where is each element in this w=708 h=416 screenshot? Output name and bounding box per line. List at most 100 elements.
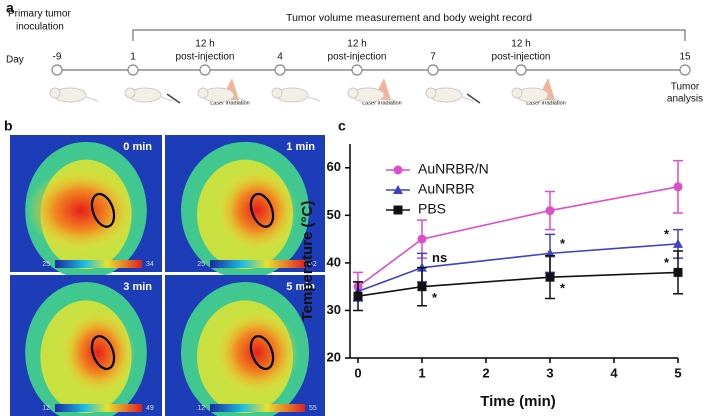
thermal-hotspot [217, 169, 297, 252]
analysis-label: analysis [667, 94, 703, 105]
marker [673, 182, 683, 192]
inoculation-label: Primary tumor [8, 9, 71, 20]
point-label: * [432, 290, 438, 305]
tumor-outline [249, 335, 275, 370]
colorbar-min: 25 [42, 261, 50, 268]
mouse-head [124, 87, 136, 99]
record-bracket [132, 29, 686, 41]
colorbar-max: 55 [309, 405, 317, 412]
colorbar-min: 12 [197, 405, 205, 412]
mouse-head [425, 87, 437, 99]
thermal-hotspot [61, 310, 135, 395]
colorbar [55, 404, 142, 412]
x-tick-label: 0 [354, 365, 361, 380]
y-axis-title: Temperature (°C) [299, 201, 316, 322]
time-label: 3 min [123, 281, 152, 293]
colorbar-max: 42 [309, 261, 317, 268]
timeline-node [427, 64, 439, 76]
point-label: * [664, 226, 670, 241]
mouse-tail [307, 96, 321, 102]
marker [353, 291, 363, 301]
tumor-outline [90, 192, 116, 228]
timeline-node [679, 64, 691, 76]
mouse-head [271, 87, 283, 99]
colorbar-max: 49 [146, 405, 154, 412]
y-tick-label: 20 [327, 349, 341, 364]
series-line [357, 243, 679, 293]
timeline-node [51, 64, 63, 76]
analysis-label: Tumor [671, 82, 700, 93]
day-value: 4 [277, 52, 283, 63]
panel-label: b [4, 118, 13, 134]
injection-label: post-injection [176, 52, 235, 63]
marker [545, 206, 555, 216]
time-label: 0 min [123, 141, 152, 153]
day-value: -9 [53, 52, 62, 63]
x-tick-label: 5 [674, 365, 681, 380]
laser-label: Laser irradiation [526, 100, 565, 106]
panel-label: c [338, 118, 346, 134]
injection-label: 12 h [347, 39, 366, 50]
point-label: * [664, 255, 670, 270]
mouse-tail [383, 96, 397, 102]
mouse-tail [233, 96, 247, 102]
timeline-node [127, 64, 139, 76]
x-axis-title: Time (min) [480, 393, 556, 410]
injection-label: post-injection [492, 52, 551, 63]
marker [673, 267, 683, 277]
day-value: 15 [679, 52, 691, 63]
thermal-hotspot [215, 310, 299, 395]
colorbar-min: 25 [197, 261, 205, 268]
tumor-outline [90, 335, 116, 370]
point-label: * [560, 281, 566, 296]
day-label: Day [6, 55, 24, 66]
colorbar-min: 12 [42, 405, 50, 412]
day-value: 7 [430, 52, 436, 63]
marker [673, 238, 683, 248]
y-tick-label: 60 [327, 159, 341, 174]
laser-label: Laser irradiation [362, 100, 401, 106]
mouse-head [197, 87, 209, 99]
time-label: 5 min [286, 281, 315, 293]
y-tick-label: 50 [327, 207, 341, 222]
colorbar-max: 34 [146, 261, 154, 268]
injection-label: 12 h [195, 39, 214, 50]
mouse-head [511, 87, 523, 99]
x-tick-label: 2 [482, 365, 489, 380]
legend-label: AuNRBR [418, 181, 475, 197]
colorbar [210, 404, 305, 412]
x-tick-label: 1 [418, 365, 425, 380]
mouse-tail [85, 96, 99, 102]
inoculation-label: inoculation [16, 22, 64, 33]
mouse-head [49, 87, 61, 99]
series-line [357, 271, 679, 297]
marker [417, 234, 427, 244]
time-label: 1 min [286, 141, 315, 153]
legend-label: PBS [418, 201, 446, 217]
x-tick-label: 4 [610, 365, 618, 380]
timeline-node [351, 64, 363, 76]
point-label: ns [432, 250, 447, 265]
day-value: 1 [130, 52, 136, 63]
injection-label: 12 h [511, 39, 530, 50]
y-tick-label: 30 [327, 302, 341, 317]
timeline-node [199, 64, 211, 76]
marker [417, 282, 427, 292]
mouse-tail [160, 96, 174, 102]
marker [545, 272, 555, 282]
colorbar [210, 260, 305, 268]
series-line [357, 186, 679, 288]
point-label: * [560, 236, 566, 251]
legend-label: AuNRBR/N [418, 161, 489, 177]
legend-marker [393, 185, 403, 194]
record-label: Tumor volume measurement and body weight… [286, 12, 532, 24]
mouse-tail [461, 96, 475, 102]
laser-label: Laser irradiation [210, 100, 249, 106]
legend-marker [393, 165, 403, 175]
mouse-head [347, 87, 359, 99]
y-tick-label: 40 [327, 254, 341, 269]
timeline-node [515, 64, 527, 76]
colorbar [55, 260, 142, 268]
